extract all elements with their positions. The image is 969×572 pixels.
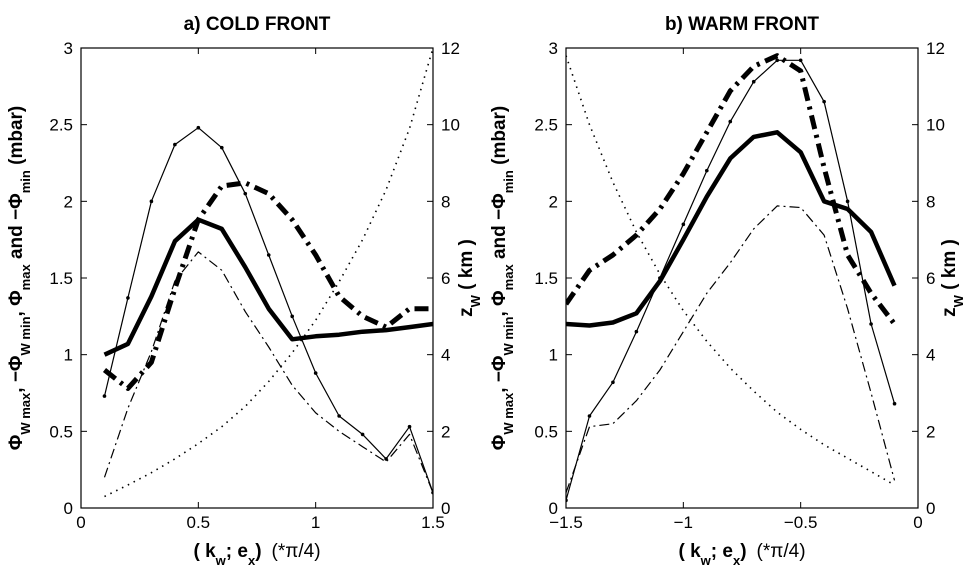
panel-warm-front: b) WARM FRONT−1.5 −1 −0.5 000.511.522.53024… [489,14,966,568]
x-tick-label: 0 [913,513,922,532]
y-left-tick-label: 1 [64,346,73,365]
y-left-tick-label: 3 [549,39,558,58]
y-left-tick-label: 3 [64,39,73,58]
y-right-tick-label: 4 [926,346,935,365]
x-tick-label: 0 [76,513,85,532]
series-line-dotted [566,55,895,486]
x-axis-label: ( kw; ex) (*π/4) [193,541,320,568]
series-point [845,199,850,204]
y-right-axis-label: zW ( km ) [939,239,966,317]
x-tick-label: 0.5 [187,513,211,532]
x-tick-label: 1.5 [421,513,445,532]
plot-frame [80,47,434,509]
y-right-tick-label: 4 [441,346,450,365]
y-right-tick-label: 0 [926,499,935,518]
y-left-tick-label: 2 [549,192,558,211]
series-group [102,48,433,498]
series-point [313,371,318,375]
y-right-tick-label: 2 [926,422,935,441]
series-group [566,53,897,503]
series-point [751,79,756,84]
y-right-tick-label: 8 [926,192,935,211]
y-right-tick-label: 2 [441,422,450,441]
series-point [431,490,433,495]
y-right-tick-label: 12 [441,39,460,58]
series-point [290,314,295,319]
series-point [892,401,897,406]
y-left-tick-label: 1 [549,346,558,365]
y-left-tick-label: 2.5 [49,116,73,135]
y-right-tick-label: 0 [441,499,450,518]
series-point [798,58,803,63]
series-line-thin-dashdot [566,205,896,493]
plot-frame [565,47,919,509]
y-right-tick-label: 12 [926,39,945,58]
y-right-tick-label: 6 [926,269,935,288]
series-point [634,329,639,334]
series-point [337,414,341,418]
y-left-tick-label: 2 [64,192,73,211]
y-left-tick-label: 0 [64,499,73,518]
chart-title: b) WARM FRONT [665,14,819,35]
series-point [149,199,154,204]
series-point [102,394,107,398]
series-point [728,119,733,124]
series-line-thin-dashdot [103,251,433,493]
series-point [587,414,592,418]
series-point [196,125,201,130]
series-point [360,432,365,437]
y-left-tick-label: 1.5 [534,269,558,288]
series-line-thick-dashdot [566,53,897,326]
series-point [220,145,224,150]
series-line-thick-solid [566,130,897,328]
y-left-tick-label: 2.5 [534,116,558,135]
series-line-thin-solid [566,59,896,501]
y-left-tick-label: 0.5 [534,422,558,441]
y-left-axis-label: ΦW max, −ΦW min, Φmax and −Φmin (mbar) [489,106,516,451]
y-right-tick-label: 10 [926,116,945,135]
x-tick-label: −1 [674,513,693,532]
series-point [566,498,568,503]
x-tick-label: 1 [311,513,320,532]
series-point [611,380,615,385]
series-point [775,58,779,63]
series-point [869,322,873,326]
series-point [173,142,177,147]
series-point [384,457,388,461]
series-line-dotted [104,48,433,498]
series-line-thick-dashdot [102,180,433,391]
series-point [822,99,826,104]
y-left-tick-label: 1.5 [49,269,73,288]
y-right-tick-label: 10 [441,116,460,135]
series-point [407,424,412,429]
y-right-axis-label: zW ( km ) [456,239,483,317]
series-point [126,296,130,300]
series-point [705,168,709,173]
y-left-axis-label: ΦW max, −ΦW min, Φmax and −Φmin (mbar) [6,106,33,451]
series-point [243,191,248,196]
y-right-tick-label: 8 [441,192,450,211]
series-point [266,253,271,257]
x-tick-label: −0.5 [784,513,818,532]
chart-title: a) COLD FRONT [184,14,331,35]
x-axis-label: ( kw; ex) (*π/4) [678,541,805,568]
x-tick-label: −1.5 [549,513,583,532]
y-left-tick-label: 0.5 [49,422,73,441]
series-line-thick-solid [103,217,433,357]
y-right-tick-label: 6 [441,269,450,288]
y-left-tick-label: 0 [549,499,558,518]
series-point [681,222,686,227]
